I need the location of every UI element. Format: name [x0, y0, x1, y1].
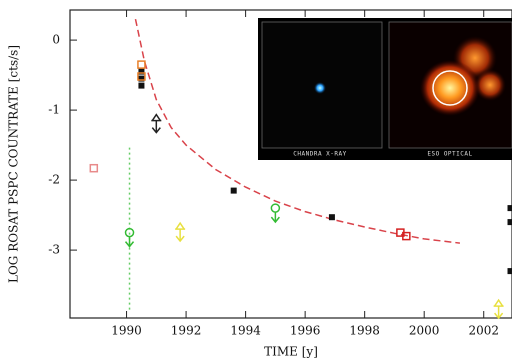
data-point	[231, 188, 237, 194]
data-point	[329, 214, 335, 220]
circle-marker	[271, 204, 279, 212]
data-point	[508, 268, 512, 274]
x-tick-label: 1998	[349, 324, 380, 338]
x-tick-label: 1996	[290, 324, 321, 338]
square-marker	[329, 214, 335, 220]
data-point	[90, 165, 97, 172]
data-point	[151, 115, 161, 133]
optical-blob	[420, 60, 480, 116]
square-marker	[90, 165, 97, 172]
inset-label: ESO OPTICAL	[427, 151, 472, 158]
inset-label: CHANDRA X-RAY	[293, 151, 346, 158]
data-point	[138, 83, 144, 89]
xray-source	[314, 82, 326, 94]
inset: CHANDRA X-RAY ESO OPTICAL	[258, 18, 512, 160]
square-marker	[138, 83, 144, 89]
data-point	[126, 229, 134, 247]
x-tick-label: 1994	[230, 324, 261, 338]
data-point	[138, 61, 145, 68]
x-tick-label: 2000	[409, 324, 440, 338]
y-tick-label: 0	[52, 33, 60, 47]
x-tick-label: 2002	[468, 324, 499, 338]
limit-head	[495, 300, 503, 306]
x-tick-label: 1990	[111, 324, 142, 338]
limit-head	[152, 115, 160, 121]
square-marker	[508, 205, 512, 211]
square-marker	[508, 219, 512, 225]
data-point	[508, 219, 512, 225]
data-point	[508, 205, 512, 211]
chart: TIME [y] LOG ROSAT PSPC COUNTRATE [cts/s…	[0, 0, 512, 361]
y-tick-label: -1	[48, 103, 60, 117]
square-marker	[508, 268, 512, 274]
limit-head	[176, 223, 184, 229]
x-axis-title: TIME [y]	[264, 345, 318, 359]
x-tick-label: 1992	[171, 324, 202, 338]
data-point	[494, 300, 504, 318]
data-point	[175, 223, 185, 241]
y-axis-title: LOG ROSAT PSPC COUNTRATE [cts/s]	[7, 45, 21, 283]
square-marker	[138, 61, 145, 68]
data-point	[271, 204, 279, 222]
square-marker	[231, 188, 237, 194]
y-tick-label: -2	[48, 173, 60, 187]
y-tick-label: -3	[48, 243, 60, 257]
